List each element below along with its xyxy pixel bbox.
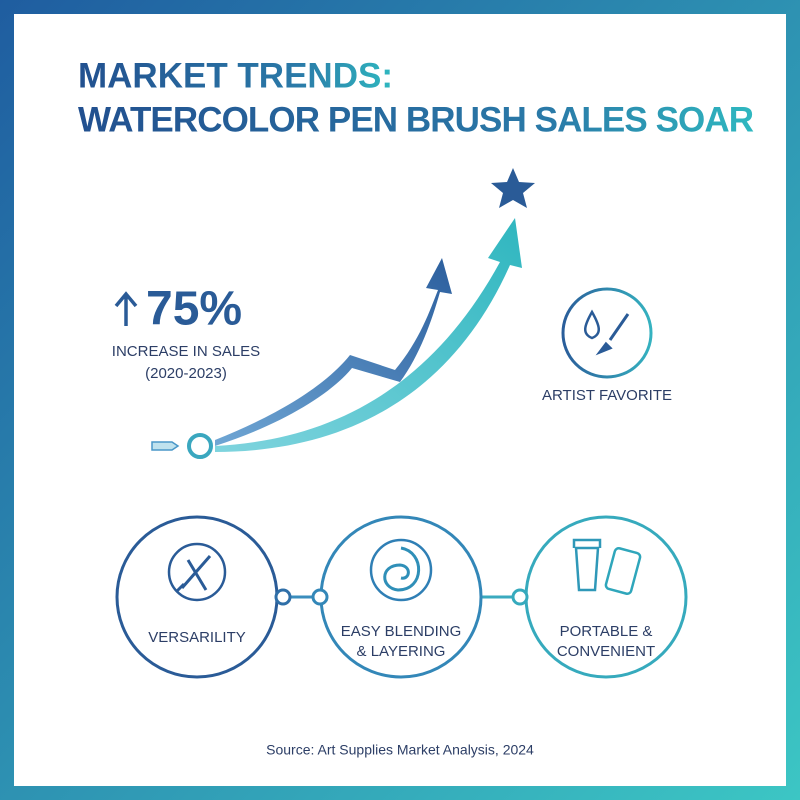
- feature-icon: [174, 555, 212, 594]
- badge-ring: [561, 287, 653, 379]
- feature-label: PORTABLE &: [560, 623, 653, 640]
- stat-period: (2020-2023): [145, 365, 227, 382]
- stat-value: 75%: [146, 283, 242, 336]
- feature-icon: [167, 542, 227, 602]
- feature-label: VERSARILITY: [148, 629, 246, 646]
- feature-icon: [383, 546, 421, 592]
- connector-node: [311, 588, 329, 606]
- title-line: WATERCOLOR PEN BRUSH SALES SOAR: [78, 100, 754, 139]
- feature-ring: [115, 515, 279, 679]
- brush-icon: [595, 313, 630, 356]
- trend-arrow: [215, 218, 522, 452]
- start-node: [187, 433, 213, 459]
- feature-icon: [604, 546, 642, 596]
- star: [491, 168, 535, 208]
- connector-node: [274, 588, 292, 606]
- feature-label: CONVENIENT: [557, 643, 655, 660]
- up-icon: [114, 291, 138, 326]
- drop-icon: [584, 309, 600, 340]
- feature-icon: [572, 538, 602, 592]
- feature-label: & LAYERING: [357, 643, 446, 660]
- source: Source: Art Supplies Market Analysis, 20…: [266, 742, 534, 758]
- connector-node: [511, 588, 529, 606]
- feature-label: EASY BLENDING: [341, 623, 462, 640]
- feature-icon: [369, 538, 433, 602]
- pen-tip: [151, 441, 180, 451]
- stat-label: INCREASE IN SALES: [112, 343, 260, 360]
- badge-label: ARTIST FAVORITE: [542, 387, 672, 404]
- title-line: MARKET TRENDS:: [78, 56, 393, 95]
